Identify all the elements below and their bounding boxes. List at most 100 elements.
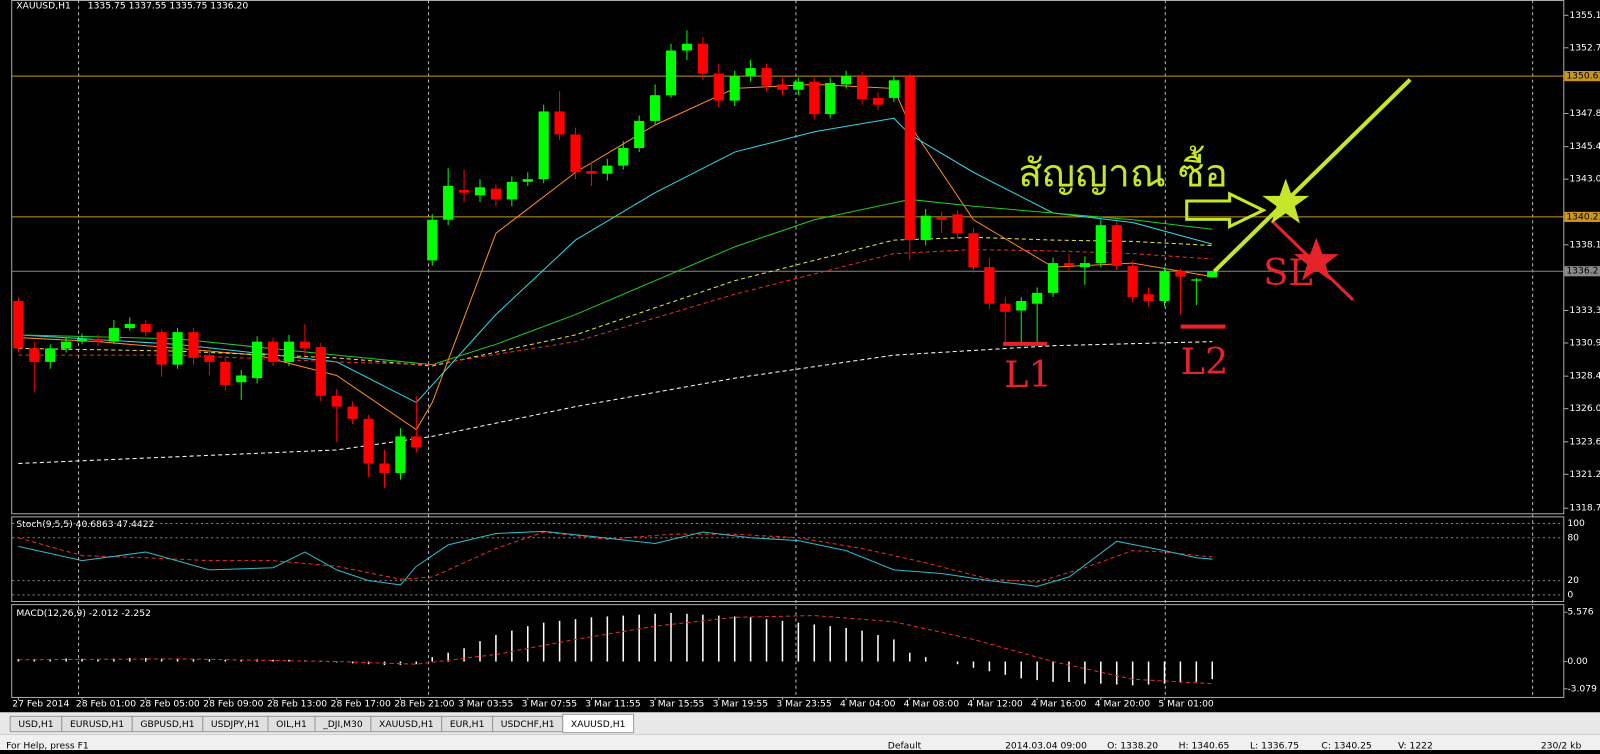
candle-body	[952, 214, 963, 234]
candle-body	[1079, 263, 1090, 268]
candle-body	[825, 83, 836, 115]
indicator-line	[18, 615, 1213, 685]
candle-body	[1175, 271, 1186, 277]
stoch-tick-label: 100	[1567, 518, 1585, 529]
status-volume: V: 1222	[1398, 740, 1433, 750]
candle-body	[92, 338, 104, 342]
tab-label[interactable]: XAUUSD,H1	[379, 719, 434, 730]
tab-label[interactable]: USDJPY,H1	[211, 719, 260, 730]
candle-body	[856, 76, 868, 100]
candle-body	[76, 338, 88, 342]
l1-label: L1	[1004, 353, 1052, 396]
candle-body	[156, 332, 167, 365]
candle-body	[29, 348, 40, 362]
x-tick-label: 4 Mar 16:00	[1031, 699, 1087, 710]
tab-label[interactable]: USDCHF,H1	[501, 719, 555, 730]
indicator-line	[18, 249, 1213, 366]
candle-body	[411, 436, 422, 448]
status-close: C: 1340.25	[1321, 740, 1372, 750]
candle-body	[363, 418, 374, 464]
buy-arrow	[1185, 191, 1267, 229]
candle-body	[1143, 294, 1154, 302]
indicator-line	[18, 236, 1213, 367]
candle-body	[1111, 225, 1122, 266]
y-tick-label: 1338.15	[1569, 239, 1600, 250]
candle-body	[443, 185, 454, 220]
y-tick-label: 1352.70	[1569, 42, 1600, 53]
candle-body	[1000, 303, 1011, 312]
buy-signal-label: สัญญาณ ซื้อ	[1018, 146, 1227, 197]
candle-body	[618, 147, 629, 166]
y-tick-label: 1347.85	[1569, 108, 1600, 119]
macd-tick-label: 5.576	[1567, 607, 1593, 618]
candle-body	[204, 355, 215, 362]
status-help: For Help, press F1	[6, 740, 89, 750]
status-time: 2014.03.04 09:00	[1005, 740, 1087, 750]
candle-body	[888, 80, 899, 98]
x-tick-label: 4 Mar 20:00	[1095, 699, 1151, 710]
macd-title: MACD(12,26,9) -2.012 -2.252	[16, 608, 151, 619]
candle-body	[1127, 265, 1138, 297]
y-tick-label: 1328.45	[1569, 371, 1600, 382]
tab-label[interactable]: XAUUSD,H1	[571, 719, 626, 730]
chart-symbol: XAUUSD,H1	[16, 1, 71, 12]
y-tick-label: 1355.10	[1569, 10, 1600, 21]
candle-body	[395, 436, 406, 473]
stoch-title: Stoch(9,5,5) 40.6863 47.4422	[16, 519, 154, 530]
candle-body	[697, 43, 708, 74]
tab-label[interactable]: OIL,H1	[276, 719, 307, 730]
status: For Help, press F1 Default 2014.03.04 09…	[6, 740, 1582, 751]
candle-body	[252, 341, 263, 379]
l2-label: L2	[1181, 340, 1229, 383]
stoch-panel	[11, 516, 1565, 603]
tab-label[interactable]: USD,H1	[18, 719, 53, 730]
price-panel	[11, 0, 1565, 515]
candle-body	[506, 181, 517, 200]
x-tick-label: 3 Mar 15:55	[649, 699, 705, 710]
level-box	[1564, 211, 1600, 223]
y-tick-label: 1330.90	[1569, 337, 1600, 348]
indicator-line	[18, 530, 1213, 587]
status-traffic: 230/2 kb	[1541, 740, 1582, 750]
candle-body	[570, 134, 581, 173]
candle-body	[108, 328, 119, 342]
candle-body	[379, 463, 390, 473]
x-tick-label: 3 Mar 23:55	[776, 699, 832, 710]
macd-tick-label: 0.00	[1567, 656, 1588, 667]
x-tick-label: 28 Feb 01:00	[76, 699, 136, 710]
candle-body	[1191, 279, 1202, 281]
macd-tick-label: -3.079	[1567, 683, 1597, 694]
x-tick-label: 3 Mar 19:55	[713, 699, 769, 710]
level-label: 1340.21	[1566, 211, 1600, 222]
candle-body	[427, 219, 438, 261]
candle-body	[1159, 271, 1170, 302]
tab[interactable]	[562, 713, 635, 734]
x-tick-label: 5 Mar 01:00	[1158, 699, 1214, 710]
tab-label[interactable]: GBPUSD,H1	[140, 719, 194, 730]
status-open: O: 1338.20	[1107, 740, 1158, 750]
candle-body	[1207, 271, 1218, 278]
candle-body	[1095, 225, 1106, 264]
candle-body	[299, 341, 310, 349]
y-tick-label: 1321.20	[1569, 469, 1600, 480]
x-tick-label: 3 Mar 11:55	[585, 699, 641, 710]
candle-body	[777, 84, 788, 90]
chart-quote: 1335.75 1337.55 1335.75 1336.20	[88, 1, 249, 12]
level-label: 1350.61	[1566, 71, 1600, 82]
tab-label[interactable]: _DJI,M30	[322, 719, 363, 730]
status-low: L: 1336.75	[1250, 740, 1299, 750]
y-tick-label: 1345.40	[1569, 141, 1600, 152]
annotations: สัญญาณ ซื้อ SL L1 L2	[1003, 78, 1412, 396]
candle-body	[650, 95, 661, 121]
level-box	[1564, 266, 1600, 277]
candle-body	[1032, 292, 1043, 304]
x-tick-label: 28 Feb 05:00	[140, 699, 200, 710]
x-tick-label: 28 Feb 21:00	[394, 699, 454, 710]
candle-body	[1016, 301, 1027, 311]
tab-label[interactable]: EUR,H1	[450, 719, 485, 730]
candle-body	[713, 73, 724, 101]
tab-label[interactable]: EURUSD,H1	[70, 719, 124, 730]
candle-body	[841, 76, 852, 85]
candle-body	[602, 165, 613, 174]
